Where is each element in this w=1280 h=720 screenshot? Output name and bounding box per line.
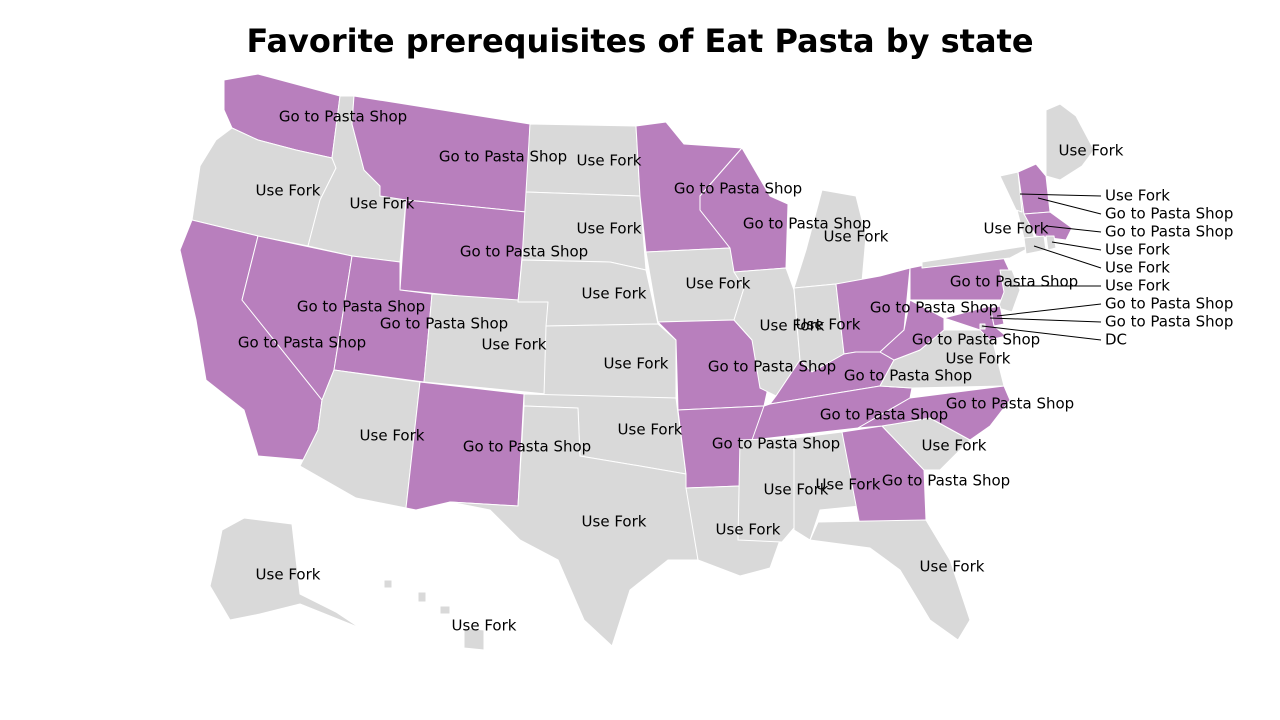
callout-label-ct: Use Fork bbox=[1105, 259, 1170, 277]
state-shape-nc bbox=[857, 385, 1011, 441]
state-label-tn: Go to Pasta Shop bbox=[820, 406, 948, 424]
state-label-mn: Go to Pasta Shop bbox=[674, 180, 802, 198]
callout-label-ri: Use Fork bbox=[1105, 241, 1170, 259]
state-shape-fl bbox=[809, 519, 971, 641]
callout-leader-ct bbox=[1033, 245, 1102, 269]
state-label-la: Use Fork bbox=[716, 521, 781, 539]
state-shape-il bbox=[733, 267, 801, 397]
state-label-az: Use Fork bbox=[360, 427, 425, 445]
callout-label-md: Go to Pasta Shop bbox=[1105, 313, 1233, 331]
state-shape-wv bbox=[879, 299, 945, 361]
state-label-wv: Go to Pasta Shop bbox=[912, 331, 1040, 349]
state-shape-ks bbox=[543, 323, 677, 399]
callout-leader-ma bbox=[1045, 225, 1102, 233]
state-label-fl: Use Fork bbox=[920, 558, 985, 576]
state-shape-md bbox=[943, 305, 1007, 341]
state-label-mi: Use Fork bbox=[824, 228, 889, 246]
callout-leader-md bbox=[989, 317, 1102, 323]
callout-label-ma: Go to Pasta Shop bbox=[1105, 223, 1233, 241]
state-label-nd: Use Fork bbox=[577, 152, 642, 170]
state-shape-ri bbox=[1045, 235, 1057, 251]
state-label-ar: Go to Pasta Shop bbox=[712, 435, 840, 453]
state-label-tx: Use Fork bbox=[582, 513, 647, 531]
state-shape-tx bbox=[449, 405, 699, 647]
state-label-ak: Use Fork bbox=[256, 566, 321, 584]
callout-leader-ri bbox=[1051, 241, 1102, 251]
callout-label-nh: Go to Pasta Shop bbox=[1105, 205, 1233, 223]
state-shape-nh bbox=[1017, 163, 1051, 215]
state-label-oh: Go to Pasta Shop bbox=[870, 299, 998, 317]
callout-label-dc: DC bbox=[1105, 331, 1127, 349]
callout-label-vt: Use Fork bbox=[1105, 187, 1170, 205]
state-label-ga: Go to Pasta Shop bbox=[882, 472, 1010, 490]
state-shapes bbox=[179, 73, 1095, 651]
state-shape-ak bbox=[209, 517, 361, 629]
state-label-al: Use Fork bbox=[816, 476, 881, 494]
state-label-me: Use Fork bbox=[1059, 142, 1124, 160]
callout-leader-dc bbox=[981, 325, 1102, 341]
state-label-wy: Go to Pasta Shop bbox=[460, 243, 588, 261]
state-label-ut: Go to Pasta Shop bbox=[380, 315, 508, 333]
state-label-mt: Go to Pasta Shop bbox=[439, 148, 567, 166]
map-title: Favorite prerequisites of Eat Pasta by s… bbox=[246, 22, 1033, 60]
state-label-nv: Go to Pasta Shop bbox=[297, 298, 425, 316]
state-shape-hi bbox=[383, 579, 485, 651]
state-label-ia: Use Fork bbox=[686, 275, 751, 293]
state-label-id: Use Fork bbox=[350, 195, 415, 213]
state-label-wi: Go to Pasta Shop bbox=[743, 215, 871, 233]
state-label-nc: Go to Pasta Shop bbox=[946, 395, 1074, 413]
state-label-ky: Go to Pasta Shop bbox=[844, 367, 972, 385]
state-shape-ct bbox=[1023, 235, 1047, 255]
callout-label-nj: Use Fork bbox=[1105, 277, 1170, 295]
state-label-il: Use Fork bbox=[760, 317, 825, 335]
state-label-ok: Use Fork bbox=[618, 421, 683, 439]
state-label-ks: Use Fork bbox=[604, 355, 669, 373]
state-label-ny: Use Fork bbox=[984, 220, 1049, 238]
state-label-sd: Use Fork bbox=[577, 220, 642, 238]
callout-leader-de bbox=[996, 303, 1102, 317]
state-shape-nj bbox=[997, 269, 1021, 313]
state-label-or: Use Fork bbox=[256, 182, 321, 200]
callout-leader-nh bbox=[1037, 197, 1102, 215]
state-label-hi: Use Fork bbox=[452, 617, 517, 635]
state-shape-me bbox=[1045, 103, 1095, 181]
callout-leader-vt bbox=[1019, 193, 1102, 197]
state-label-ne: Use Fork bbox=[582, 285, 647, 303]
state-label-sc: Use Fork bbox=[922, 437, 987, 455]
state-label-co: Use Fork bbox=[482, 336, 547, 354]
state-shape-vt bbox=[999, 171, 1023, 213]
state-label-wa: Go to Pasta Shop bbox=[279, 108, 407, 126]
state-label-va: Use Fork bbox=[946, 350, 1011, 368]
state-label-ms: Use Fork bbox=[764, 481, 829, 499]
state-label-mo: Go to Pasta Shop bbox=[708, 358, 836, 376]
callout-leaders bbox=[981, 193, 1102, 341]
state-label-nm: Go to Pasta Shop bbox=[463, 438, 591, 456]
state-label-pa: Go to Pasta Shop bbox=[950, 273, 1078, 291]
state-label-in: Use Fork bbox=[796, 316, 861, 334]
callout-label-de: Go to Pasta Shop bbox=[1105, 295, 1233, 313]
state-shape-tn bbox=[751, 385, 913, 441]
state-shape-ms bbox=[737, 437, 795, 543]
state-label-ca: Go to Pasta Shop bbox=[238, 334, 366, 352]
